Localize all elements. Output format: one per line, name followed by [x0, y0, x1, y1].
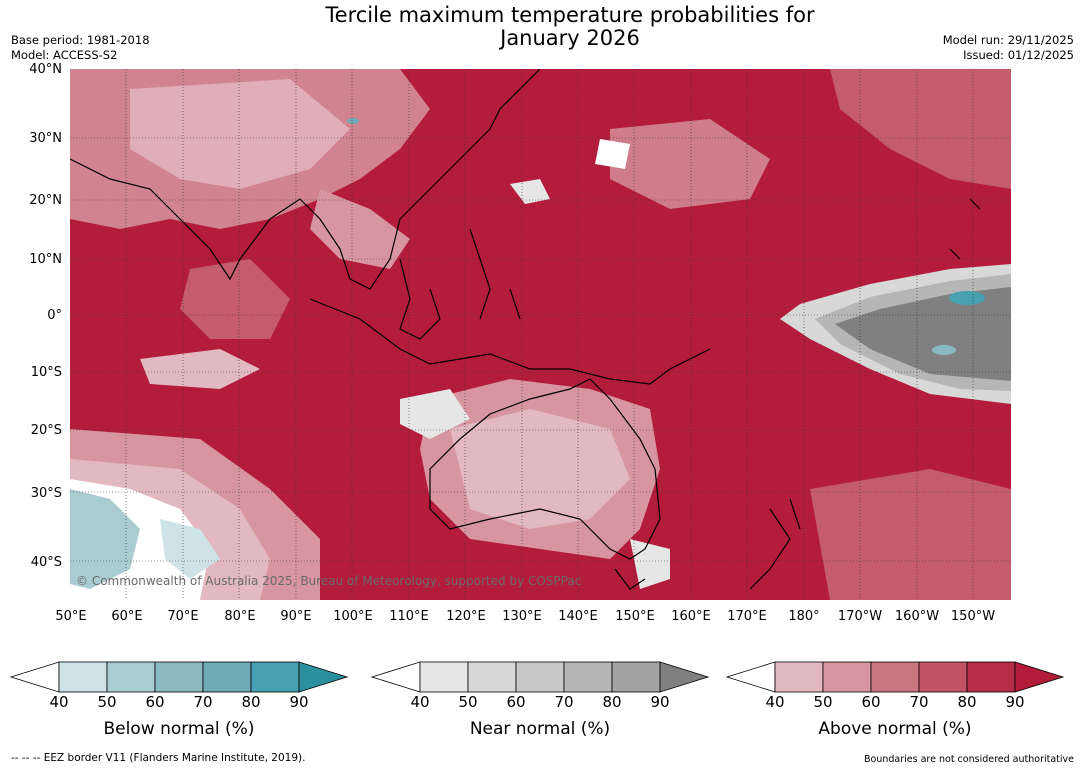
colorbar-high-arrow: [659, 661, 710, 693]
lat-label: 20°N: [29, 193, 62, 208]
lon-label: 170°W: [837, 609, 883, 624]
disclaimer: Boundaries are not considered authoritat…: [864, 754, 1074, 765]
below-normal-areas: [70, 118, 359, 600]
lat-label: 40°N: [29, 62, 62, 77]
lon-label: 100°E: [333, 609, 373, 624]
tick-label: 60: [861, 693, 881, 711]
tick-label: 60: [506, 693, 526, 711]
probability-map[interactable]: [70, 69, 1011, 600]
lat-label: 0°: [47, 308, 62, 323]
map-canvas: [70, 69, 1011, 600]
lon-label: 160°E: [671, 609, 711, 624]
colorbar-swatch: [154, 661, 204, 693]
lat-label: 20°S: [30, 423, 62, 438]
tick-label: 40: [765, 693, 785, 711]
lon-label: 130°E: [502, 609, 542, 624]
colorbar-label-near: Near normal (%): [469, 719, 611, 739]
tick-label: 90: [289, 693, 309, 711]
colorbar-below-normal-swatches: [9, 661, 349, 693]
base-period: Base period: 1981-2018: [11, 33, 150, 47]
lon-label: 90°E: [280, 609, 312, 624]
near-normal-areas: [510, 139, 1011, 589]
meta-right: Model run: 29/11/2025 Issued: 01/12/2025: [943, 33, 1074, 63]
tick-label: 50: [458, 693, 478, 711]
colorbar-low-arrow: [370, 661, 421, 693]
colorbar-swatch: [774, 661, 824, 693]
tick-label: 80: [957, 693, 977, 711]
colorbar-low-arrow: [9, 661, 60, 693]
lon-label: 170°E: [727, 609, 767, 624]
coastlines: [70, 69, 981, 590]
meta-left: Base period: 1981-2018 Model: ACCESS-S2: [11, 33, 150, 63]
colorbar-swatch: [563, 661, 613, 693]
tick-label: 80: [241, 693, 261, 711]
lon-label: 70°E: [167, 609, 199, 624]
tick-label: 90: [1005, 693, 1025, 711]
lat-label: 40°S: [30, 555, 62, 570]
colorbar-swatch: [58, 661, 108, 693]
lon-label: 150°E: [615, 609, 655, 624]
lon-label: 50°E: [55, 609, 87, 624]
lon-label: 110°E: [389, 609, 429, 624]
model-run: Model run: 29/11/2025: [942, 33, 1074, 47]
model-name: Model: ACCESS-S2: [11, 48, 118, 62]
tick-label: 70: [554, 693, 574, 711]
colorbar-below-normal: [9, 660, 349, 694]
tick-label: 80: [602, 693, 622, 711]
title-line-1: Tercile maximum temperature probabilitie…: [325, 3, 815, 27]
lat-label: 10°N: [29, 252, 62, 267]
colorbar-above-normal-swatches: [725, 661, 1065, 693]
colorbar-label-below: Below normal (%): [103, 719, 255, 739]
tick-label: 70: [909, 693, 929, 711]
map-title: Tercile maximum temperature probabilitie…: [270, 4, 870, 50]
issued-date: Issued: 01/12/2025: [963, 48, 1074, 62]
lat-label: 30°S: [30, 486, 62, 501]
colorbar-swatch: [250, 661, 300, 693]
colorbar-swatch: [611, 661, 661, 693]
copyright-notice: © Commonwealth of Australia 2025, Bureau…: [76, 574, 582, 588]
colorbar-swatch: [202, 661, 252, 693]
tick-label: 90: [650, 693, 670, 711]
colorbar-swatch: [419, 661, 469, 693]
colorbar-high-arrow: [1014, 661, 1065, 693]
lon-label: 180°: [788, 609, 820, 624]
tick-label: 50: [97, 693, 117, 711]
colorbar-high-arrow: [298, 661, 349, 693]
lon-label: 80°E: [224, 609, 256, 624]
colorbar-near-normal: [370, 660, 710, 694]
title-line-2: January 2026: [500, 26, 640, 50]
colorbar-swatch: [106, 661, 156, 693]
graticule: [70, 69, 1011, 600]
tick-label: 60: [145, 693, 165, 711]
colorbar-above-normal: [725, 660, 1065, 694]
colorbar-swatch: [467, 661, 517, 693]
colorbar-swatch: [870, 661, 920, 693]
tick-label: 40: [410, 693, 430, 711]
eez-note: -- -- -- EEZ border V11 (Flanders Marine…: [11, 752, 306, 764]
tick-label: 50: [813, 693, 833, 711]
lat-label: 30°N: [29, 131, 62, 146]
tick-label: 40: [49, 693, 69, 711]
colorbar-swatch: [822, 661, 872, 693]
lon-label: 160°W: [894, 609, 940, 624]
colorbar-near-normal-swatches: [370, 661, 710, 693]
lon-label: 150°W: [950, 609, 996, 624]
lon-label: 60°E: [111, 609, 143, 624]
lon-label: 140°E: [558, 609, 598, 624]
colorbar-swatch: [966, 661, 1016, 693]
colorbar-low-arrow: [725, 661, 776, 693]
lat-label: 10°S: [30, 365, 62, 380]
lon-label: 120°E: [446, 609, 486, 624]
colorbar-label-above: Above normal (%): [818, 719, 972, 739]
colorbar-swatch: [918, 661, 968, 693]
colorbar-swatch: [515, 661, 565, 693]
tick-label: 70: [193, 693, 213, 711]
